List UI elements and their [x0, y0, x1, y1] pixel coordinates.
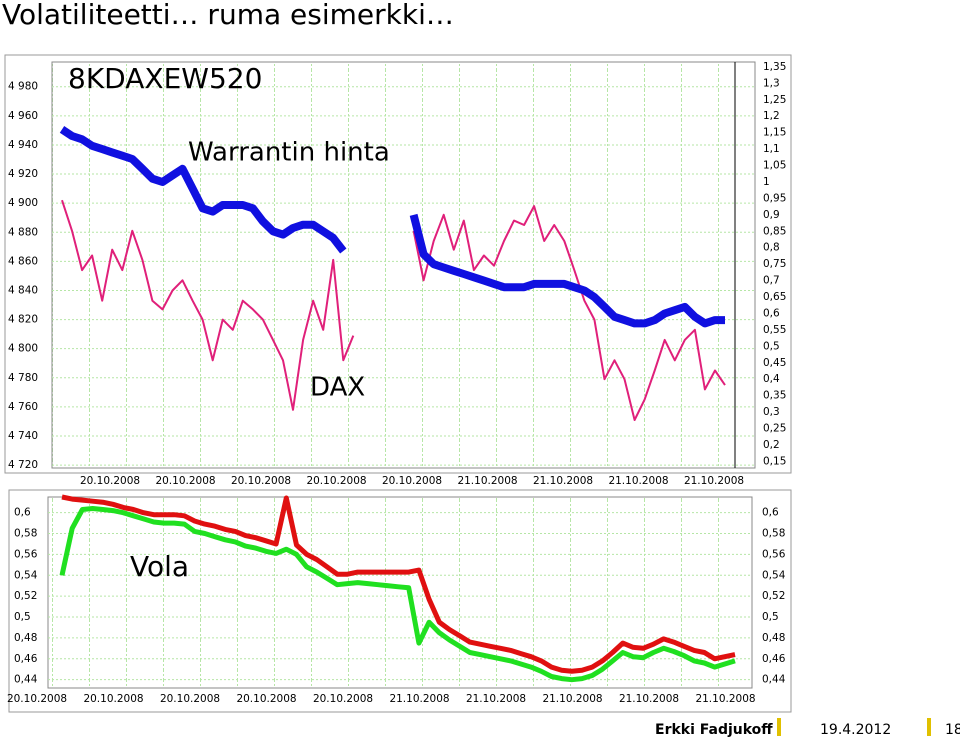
x-tick-label: 21.10.2008	[389, 693, 449, 705]
y-tick-label: 0,65	[763, 291, 786, 303]
y-tick-label: 1	[763, 176, 770, 188]
series-line	[61, 494, 736, 674]
slide-title: Volatiliteetti… ruma esimerkki…	[2, 0, 454, 31]
y-tick-label: 0,46	[762, 653, 786, 665]
x-tick-label: 20.10.2008	[382, 475, 442, 487]
y-tick-label: 4 740	[8, 430, 38, 442]
y-tick-label: 0,6	[14, 507, 31, 519]
y-tick-label: 0,15	[763, 455, 786, 467]
top-plot-area	[51, 61, 756, 469]
y-tick-label: 0,56	[14, 548, 38, 560]
y-tick-label: 4 840	[8, 284, 38, 296]
y-tick-label: 0,45	[763, 357, 786, 369]
y-tick-label: 0,3	[763, 406, 780, 418]
y-tick-label: 0,58	[14, 528, 37, 540]
y-tick-label: 0,44	[14, 674, 38, 686]
y-tick-label: 4 900	[8, 197, 38, 209]
footer-author: Erkki Fadjukoff	[655, 722, 773, 738]
x-tick-label: 21.10.2008	[608, 475, 668, 487]
bottom-plot-area	[47, 496, 753, 689]
y-tick-label: 0,6	[763, 307, 780, 319]
series-line	[61, 199, 726, 421]
x-tick-label: 21.10.2008	[466, 693, 526, 705]
annotation: Warrantin hinta	[188, 138, 390, 168]
y-tick-label: 0,58	[762, 528, 785, 540]
annotation: Vola	[130, 550, 189, 583]
y-tick-label: 4 780	[8, 372, 38, 384]
footer-separator	[777, 718, 781, 736]
y-tick-label: 0,6	[762, 507, 779, 519]
annotation: DAX	[310, 373, 365, 403]
y-tick-label: 4 800	[8, 343, 38, 355]
y-tick-label: 0,5	[762, 611, 779, 623]
y-tick-label: 4 980	[8, 81, 38, 93]
y-tick-label: 4 720	[8, 459, 38, 471]
y-tick-label: 4 860	[8, 255, 38, 267]
x-tick-label: 20.10.2008	[306, 475, 366, 487]
y-tick-label: 1,05	[763, 160, 786, 172]
x-tick-label: 20.10.2008	[236, 693, 296, 705]
y-tick-label: 1,35	[763, 61, 786, 73]
footer-separator	[927, 718, 931, 736]
y-tick-label: 0,4	[763, 373, 780, 385]
y-tick-label: 1,1	[763, 143, 780, 155]
y-tick-label: 0,48	[14, 632, 37, 644]
x-tick-label: 20.10.2008	[313, 693, 373, 705]
series-line	[59, 126, 725, 328]
y-tick-label: 0,7	[763, 275, 780, 287]
y-tick-label: 1,15	[763, 127, 786, 139]
y-tick-label: 0,52	[14, 590, 37, 602]
x-tick-label: 21.10.2008	[684, 475, 744, 487]
x-tick-label: 20.10.2008	[83, 693, 143, 705]
y-tick-label: 0,85	[763, 225, 786, 237]
y-tick-label: 1,2	[763, 110, 780, 122]
x-tick-label: 20.10.2008	[155, 475, 215, 487]
y-tick-label: 4 760	[8, 401, 38, 413]
y-tick-label: 0,8	[763, 242, 780, 254]
x-tick-label: 21.10.2008	[542, 693, 602, 705]
footer-page: 18	[945, 722, 960, 738]
y-tick-label: 0,48	[762, 632, 785, 644]
x-tick-label: 20.10.2008	[160, 693, 220, 705]
footer-date: 19.4.2012	[820, 722, 891, 738]
y-tick-label: 0,5	[14, 611, 31, 623]
annotation: 8KDAXEW520	[68, 62, 262, 95]
y-tick-label: 0,56	[762, 548, 786, 560]
y-tick-label: 4 960	[8, 110, 38, 122]
y-tick-label: 0,2	[763, 439, 780, 451]
y-tick-label: 0,75	[763, 258, 786, 270]
y-tick-label: 0,5	[763, 340, 780, 352]
y-tick-label: 0,55	[763, 324, 786, 336]
y-tick-label: 0,54	[762, 569, 786, 581]
x-tick-label: 20.10.2008	[231, 475, 291, 487]
y-tick-label: 0,46	[14, 653, 38, 665]
y-tick-label: 0,95	[763, 192, 786, 204]
y-tick-label: 0,44	[762, 674, 786, 686]
y-tick-label: 1,25	[763, 94, 786, 106]
y-tick-label: 4 820	[8, 314, 38, 326]
y-tick-label: 4 940	[8, 139, 38, 151]
x-tick-label: 21.10.2008	[457, 475, 517, 487]
y-tick-label: 4 920	[8, 168, 38, 180]
y-tick-label: 0,25	[763, 423, 786, 435]
y-tick-label: 0,54	[14, 569, 38, 581]
x-tick-label: 21.10.2008	[533, 475, 593, 487]
y-tick-label: 4 880	[8, 226, 38, 238]
x-tick-label: 20.10.2008	[80, 475, 140, 487]
y-tick-label: 1,3	[763, 77, 780, 89]
y-tick-label: 0,52	[762, 590, 785, 602]
y-tick-label: 0,35	[763, 390, 786, 402]
x-tick-label: 20.10.2008	[7, 693, 67, 705]
x-tick-label: 21.10.2008	[695, 693, 755, 705]
y-tick-label: 0,9	[763, 209, 780, 221]
x-tick-label: 21.10.2008	[619, 693, 679, 705]
series-line	[59, 506, 736, 683]
